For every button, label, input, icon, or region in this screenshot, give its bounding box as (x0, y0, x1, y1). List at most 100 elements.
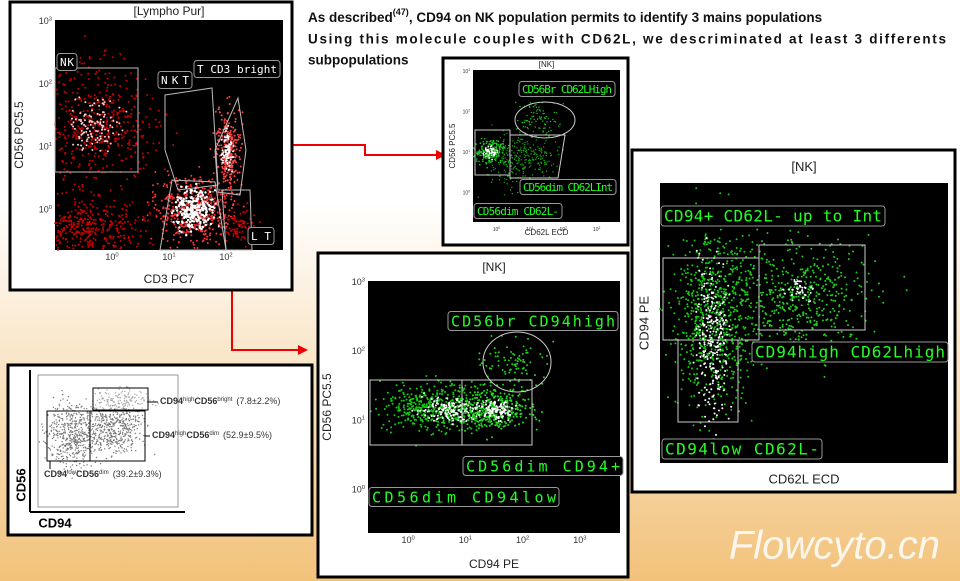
dot (722, 343, 724, 346)
dot (545, 163, 547, 165)
dot (87, 136, 90, 139)
dot (543, 159, 545, 162)
tick-exp: 1 (469, 535, 472, 541)
dot (112, 244, 115, 247)
dot (716, 309, 719, 312)
tick-exp: 2 (362, 346, 365, 352)
dot (74, 209, 77, 212)
dot (180, 223, 183, 226)
tick-label: 100 (352, 484, 366, 494)
dot (209, 190, 212, 193)
dot (96, 137, 99, 139)
dot (532, 405, 535, 408)
dot (103, 236, 106, 239)
dot (187, 201, 190, 204)
dot (232, 222, 235, 225)
dot (428, 388, 431, 391)
dot (500, 427, 503, 430)
dot (544, 124, 547, 126)
dot (732, 373, 735, 375)
dot (185, 202, 188, 205)
dot (116, 143, 119, 145)
dot (685, 276, 688, 279)
dot (240, 238, 243, 241)
dot (104, 72, 107, 75)
dot (721, 364, 724, 367)
dot (419, 394, 421, 397)
dot (694, 335, 696, 338)
dot (704, 335, 707, 338)
dot (90, 120, 93, 123)
dot (97, 194, 100, 197)
dot (499, 159, 502, 162)
dot (71, 150, 74, 153)
dot (437, 396, 440, 399)
dot (483, 423, 486, 426)
dot (57, 239, 60, 242)
dot (154, 193, 157, 196)
dot (176, 183, 179, 186)
dot (102, 245, 105, 247)
dot (220, 144, 223, 147)
dot (544, 151, 546, 153)
dot (85, 144, 88, 147)
dot (500, 405, 503, 408)
dot (712, 272, 715, 275)
dot (406, 393, 409, 396)
dot (545, 162, 547, 164)
dot (106, 140, 109, 143)
dot (499, 176, 501, 178)
dot (529, 361, 532, 364)
dot (479, 383, 482, 386)
dot (66, 245, 69, 248)
dot (70, 106, 73, 109)
dot (701, 331, 704, 334)
dot (524, 156, 526, 158)
gate-label: CD56dim CD94+ (466, 458, 620, 476)
dot (119, 184, 122, 187)
dot (493, 154, 496, 156)
dot (713, 398, 716, 401)
dot (179, 236, 182, 239)
dot (415, 396, 418, 399)
dot (719, 304, 722, 307)
dot (122, 234, 125, 237)
dot (723, 403, 726, 406)
dot (501, 407, 504, 410)
dot (690, 312, 693, 315)
dot (105, 205, 108, 208)
dot (703, 343, 706, 346)
dot (469, 411, 472, 414)
dot (522, 122, 524, 124)
dot (99, 217, 102, 220)
dot (79, 112, 82, 115)
gate-label-box (473, 203, 563, 219)
dot (81, 221, 84, 224)
dot (753, 255, 756, 258)
dot (731, 337, 734, 340)
dot (83, 97, 86, 100)
dot (426, 382, 429, 385)
dot (712, 371, 715, 374)
dot (213, 213, 216, 216)
dot (64, 144, 67, 147)
dot (55, 244, 58, 247)
dot (708, 334, 711, 337)
dot (486, 408, 489, 411)
dot (482, 150, 485, 152)
dot (532, 150, 534, 153)
dot (494, 402, 496, 405)
dot (225, 230, 227, 233)
dot (732, 376, 734, 379)
dot (501, 410, 504, 413)
dot (181, 221, 184, 225)
dot (434, 375, 437, 377)
dot (463, 405, 466, 408)
dot (477, 427, 480, 430)
dot (725, 341, 728, 343)
dot (236, 227, 239, 230)
dot (232, 203, 235, 206)
dot (744, 334, 747, 336)
dot (228, 154, 231, 157)
dot (208, 208, 211, 211)
